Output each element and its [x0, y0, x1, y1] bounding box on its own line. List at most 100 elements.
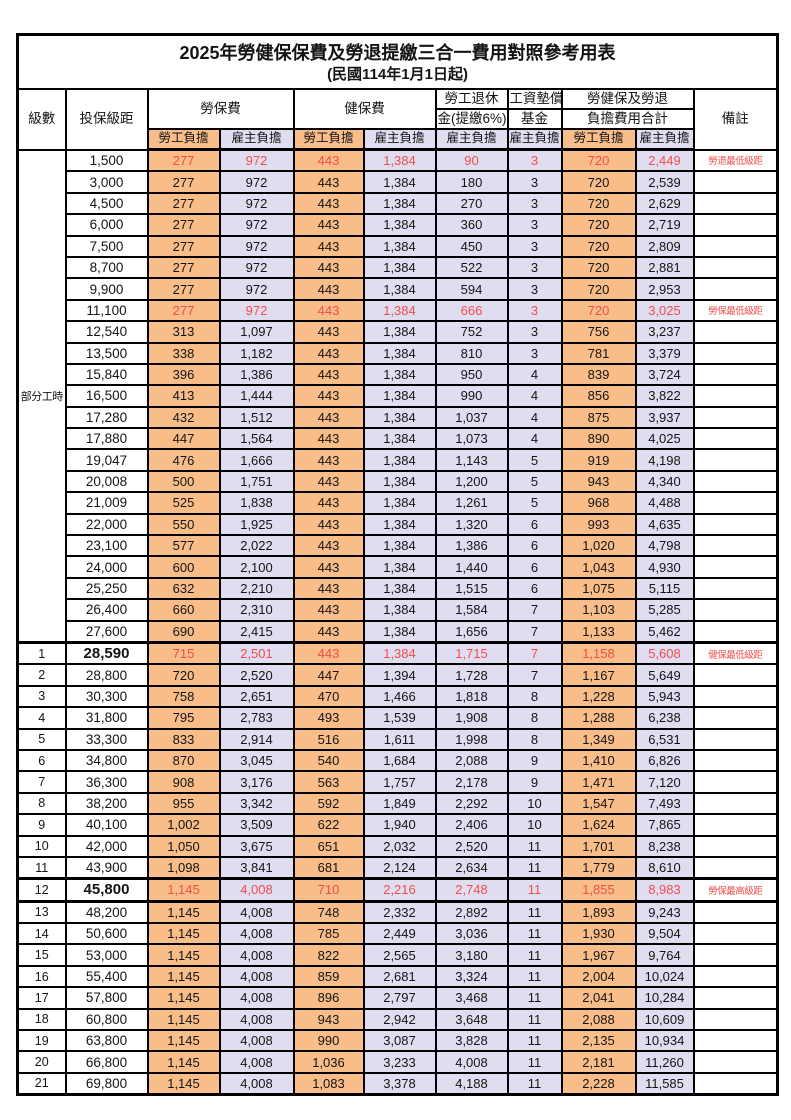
col-header-bracket: 投保級距 — [64, 88, 149, 151]
cell-insured-bracket: 15,840 — [64, 362, 149, 387]
cell-health_employee: 622 — [292, 813, 365, 837]
cell-insured-bracket: 26,400 — [64, 598, 149, 622]
cell-health_employee: 443 — [292, 213, 365, 237]
cell-health_employer: 3,087 — [362, 1028, 437, 1053]
cell-labor_employer: 3,045 — [218, 748, 295, 773]
cell-health_employee: 443 — [292, 640, 365, 666]
cell-total_employer: 4,930 — [634, 555, 695, 579]
cell-level: 2 — [16, 663, 67, 687]
table-row: 1 28,590 715 2,501 443 1,384 1,715 7 1,158 5,608 健… — [16, 640, 779, 666]
cell-health_employee: 443 — [292, 384, 365, 408]
cell-pension_employer: 810 — [434, 341, 509, 365]
cell-fund_employer: 11 — [506, 943, 563, 967]
table-row: 部分工時 1,500 277 972 443 1,384 90 3 720 2,449 勞退最低級距 — [16, 148, 779, 644]
cell-fund_employer: 11 — [506, 1007, 563, 1032]
cell-fund_employer: 7 — [506, 619, 563, 644]
cell-insured-bracket: 43,900 — [64, 855, 149, 880]
cell-health_employee: 443 — [292, 534, 365, 558]
cell-labor_employer: 3,841 — [218, 855, 295, 880]
cell-fund_employer: 11 — [506, 1050, 563, 1074]
cell-pension_employer: 1,440 — [434, 555, 509, 579]
cell-note — [692, 943, 779, 967]
cell-health_employee: 443 — [292, 512, 365, 537]
cell-labor_employer: 4,008 — [218, 922, 295, 946]
cell-pension_employer: 3,324 — [434, 964, 509, 989]
cell-insured-bracket: 28,800 — [64, 663, 149, 687]
cell-fund_employer: 10 — [506, 813, 563, 837]
cell-pension_employer: 360 — [434, 213, 509, 237]
table-row: 21 69,800 1,145 4,008 1,083 3,378 4,188 11 2,228… — [16, 1071, 779, 1096]
cell-health_employer: 1,384 — [362, 427, 437, 451]
cell-labor_employee: 833 — [146, 727, 221, 751]
cell-insured-bracket: 28,590 — [64, 640, 149, 666]
cell-pension_employer: 990 — [434, 384, 509, 408]
cell-labor_employee: 870 — [146, 748, 221, 773]
cell-total_employee: 720 — [560, 170, 637, 194]
cell-pension_employer: 2,520 — [434, 834, 509, 858]
cell-pension_employer: 2,634 — [434, 855, 509, 880]
cell-insured-bracket: 17,280 — [64, 405, 149, 430]
cell-fund_employer: 4 — [506, 362, 563, 387]
cell-health_employee: 748 — [292, 900, 365, 925]
cell-labor_employee: 1,145 — [146, 1050, 221, 1074]
table-row: 27,600 690 2,415 443 1,384 1,656 7 1,133 5,462 — [18, 619, 779, 644]
cell-level: 10 — [16, 834, 67, 858]
cell-level: 14 — [16, 922, 67, 946]
cell-level: 3 — [16, 684, 67, 709]
cell-health_employee: 443 — [292, 491, 365, 515]
cell-pension_employer: 1,037 — [434, 405, 509, 430]
cell-total_employee: 1,967 — [560, 943, 637, 967]
cell-labor_employee: 795 — [146, 706, 221, 730]
cell-pension_employer: 3,468 — [434, 986, 509, 1010]
cell-labor_employer: 972 — [218, 234, 295, 258]
cell-labor_employer: 1,666 — [218, 448, 295, 472]
cell-level: 20 — [16, 1050, 67, 1074]
cell-total_employer: 6,531 — [634, 727, 695, 751]
table-row: 9,900 277 972 443 1,384 594 3 720 2,953 — [18, 277, 779, 301]
cell-total_employee: 1,893 — [560, 900, 637, 925]
cell-fund_employer: 7 — [506, 640, 563, 666]
cell-total_employee: 1,410 — [560, 748, 637, 773]
cell-note — [692, 598, 779, 622]
premium-reference-sheet: 2025年勞健保保費及勞退提繳三合一費用對照參考用表 (民國114年1月1日起)… — [16, 33, 780, 1097]
cell-health_employee: 563 — [292, 770, 365, 794]
cell-labor_employer: 1,386 — [218, 362, 295, 387]
cell-health_employer: 1,466 — [362, 684, 437, 709]
cell-level: 13 — [16, 900, 67, 925]
cell-pension_employer: 1,728 — [434, 663, 509, 687]
cell-pension_employer: 594 — [434, 277, 509, 301]
cell-labor_employer: 2,415 — [218, 619, 295, 644]
cell-total_employer: 4,798 — [634, 534, 695, 558]
cell-level: 12 — [16, 877, 67, 903]
cell-total_employee: 720 — [560, 213, 637, 237]
cell-pension_employer: 1,656 — [434, 619, 509, 644]
cell-labor_employer: 3,342 — [218, 791, 295, 816]
cell-labor_employer: 1,512 — [218, 405, 295, 430]
cell-health_employee: 592 — [292, 791, 365, 816]
cell-health_employee: 493 — [292, 706, 365, 730]
cell-insured-bracket: 17,880 — [64, 427, 149, 451]
cell-insured-bracket: 19,047 — [64, 448, 149, 472]
cell-level: 17 — [16, 986, 67, 1010]
cell-labor_employer: 1,751 — [218, 469, 295, 494]
cell-insured-bracket: 38,200 — [64, 791, 149, 816]
cell-pension_employer: 1,515 — [434, 576, 509, 601]
cell-insured-bracket: 24,000 — [64, 555, 149, 579]
cell-total_employer: 11,260 — [634, 1050, 695, 1074]
cell-total_employee: 856 — [560, 384, 637, 408]
cell-insured-bracket: 25,250 — [64, 576, 149, 601]
table-row: 18 60,800 1,145 4,008 943 2,942 3,648 11 2,088 10… — [16, 1007, 779, 1032]
cell-health_employer: 1,384 — [362, 576, 437, 601]
cell-total_employer: 5,462 — [634, 619, 695, 644]
cell-health_employer: 1,384 — [362, 640, 437, 666]
cell-health_employer: 1,384 — [362, 191, 437, 216]
cell-health_employee: 859 — [292, 964, 365, 989]
part-time-group-label: 部分工時 — [16, 148, 67, 644]
cell-labor_employee: 1,145 — [146, 1007, 221, 1032]
cell-labor_employee: 277 — [146, 191, 221, 216]
cell-health_employee: 443 — [292, 277, 365, 301]
cell-note: 健保最低級距 — [692, 640, 779, 666]
cell-pension_employer: 2,406 — [434, 813, 509, 837]
cell-labor_employee: 1,145 — [146, 1028, 221, 1053]
cell-insured-bracket: 69,800 — [64, 1071, 149, 1096]
